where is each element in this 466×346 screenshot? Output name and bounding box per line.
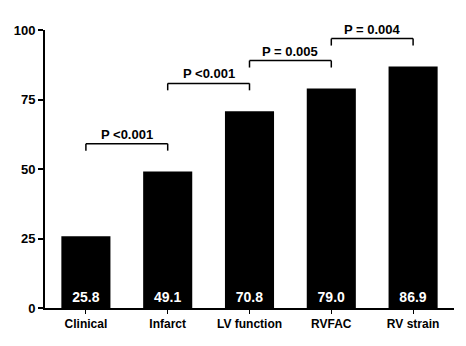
svg-text:Clinical: Clinical	[65, 317, 108, 331]
svg-text:75: 75	[21, 92, 35, 107]
svg-text:LV function: LV function	[217, 317, 282, 331]
svg-text:25.8: 25.8	[72, 289, 99, 305]
svg-text:P = 0.004: P = 0.004	[344, 22, 401, 37]
svg-text:86.9: 86.9	[399, 289, 426, 305]
svg-text:70.8: 70.8	[236, 289, 263, 305]
svg-text:RV strain: RV strain	[387, 317, 439, 331]
svg-text:50: 50	[21, 162, 35, 177]
svg-text:49.1: 49.1	[154, 289, 181, 305]
svg-text:79.0: 79.0	[318, 289, 345, 305]
svg-text:P <0.001: P <0.001	[101, 127, 153, 142]
svg-text:25: 25	[21, 231, 35, 246]
svg-text:Infarct: Infarct	[149, 317, 186, 331]
svg-text:100: 100	[14, 23, 36, 38]
svg-text:P = 0.005: P = 0.005	[262, 44, 318, 59]
svg-text:RVFAC: RVFAC	[311, 317, 352, 331]
svg-text:0: 0	[28, 301, 35, 316]
svg-text:P <0.001: P <0.001	[183, 66, 235, 81]
